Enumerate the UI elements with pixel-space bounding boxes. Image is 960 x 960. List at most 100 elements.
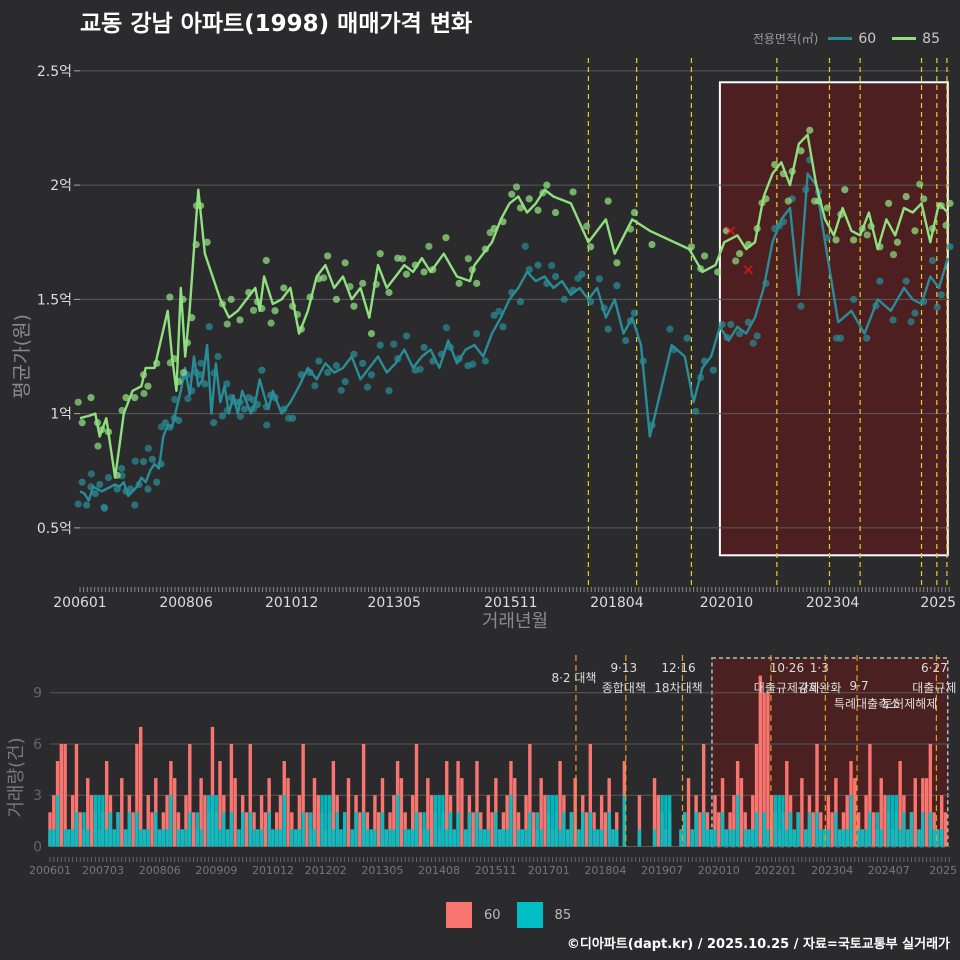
bar-85	[932, 829, 936, 847]
bar-85	[237, 829, 241, 847]
outlier-cross	[743, 265, 753, 275]
bar-85	[834, 812, 838, 847]
scatter-point-85	[784, 197, 792, 205]
policy-annotation: 대출규제	[912, 681, 956, 695]
bar-85	[475, 812, 479, 847]
scatter-point-85	[455, 279, 463, 287]
scatter-point-60	[630, 309, 639, 317]
scatter-point-85	[946, 199, 954, 207]
scatter-point-85	[87, 394, 95, 402]
x-tick-label: 201511	[484, 595, 537, 611]
scatter-point-60	[324, 368, 332, 377]
scatter-point-60	[420, 343, 428, 351]
scatter-point-85	[473, 279, 481, 287]
bar-85	[743, 829, 747, 847]
bar-85	[788, 812, 793, 847]
bar-85	[841, 829, 846, 847]
bar-60	[131, 812, 135, 847]
bar-60	[248, 743, 252, 847]
bar-60	[358, 812, 362, 847]
x-tick-label: 202304	[806, 595, 860, 611]
policy-annotation: 특례대출축소	[834, 697, 900, 711]
scatter-point-85	[911, 227, 919, 235]
bar-85	[762, 812, 766, 847]
scatter-point-85	[166, 293, 174, 301]
scatter-point-85	[648, 240, 656, 249]
bar-85	[335, 812, 339, 847]
scatter-point-85	[324, 252, 332, 260]
bar-60	[380, 778, 385, 847]
bar-60	[834, 778, 838, 847]
scatter-point-60	[692, 407, 700, 415]
bar-85	[599, 829, 604, 847]
y-tick-label: 2.5억	[37, 64, 72, 80]
bar-85	[569, 812, 574, 847]
bar-85	[905, 829, 910, 847]
scatter-point-60	[104, 474, 113, 482]
scatter-point-85	[227, 295, 235, 303]
scatter-point-85	[223, 320, 231, 328]
bar-60	[830, 812, 834, 847]
legend-swatch-60	[828, 37, 853, 40]
scatter-point-85	[551, 208, 560, 217]
bar-60	[486, 795, 490, 847]
bar-85	[732, 829, 736, 847]
bar-85	[683, 812, 687, 847]
bar-60	[259, 795, 264, 847]
scatter-point-85	[916, 180, 924, 188]
bar-85	[407, 829, 411, 847]
bar-85	[815, 812, 819, 847]
bar-85	[652, 829, 657, 847]
bar-85	[596, 829, 600, 847]
scatter-point-60	[144, 485, 152, 493]
bar-x-tick-label: 201408	[418, 864, 460, 877]
scatter-point-60	[118, 464, 126, 473]
bar-85	[206, 795, 211, 847]
scatter-point-60	[481, 357, 490, 365]
bar-x-tick-label: 200703	[82, 864, 124, 877]
scatter-point-60	[469, 360, 477, 368]
scatter-point-85	[806, 126, 814, 134]
scatter-point-85	[810, 197, 819, 205]
bar-x-tick-label: 201804	[584, 864, 626, 877]
bar-85	[116, 812, 120, 847]
scatter-point-85	[350, 302, 358, 310]
bar-85	[229, 812, 234, 847]
bar-60	[263, 812, 268, 847]
bar-85	[157, 829, 162, 847]
bar-85	[890, 795, 895, 847]
bar-60	[460, 778, 464, 847]
bar-60	[244, 812, 249, 847]
bar-60	[418, 812, 422, 847]
scatter-point-60	[201, 380, 209, 388]
bar-x-tick-label: 200909	[195, 864, 237, 877]
bar-85	[437, 795, 441, 847]
bar-85	[505, 829, 509, 847]
bar-60	[203, 795, 207, 847]
bar-85	[293, 829, 298, 847]
bar-85	[837, 829, 842, 847]
bar-85	[509, 795, 513, 847]
bar-85	[902, 812, 906, 847]
scatter-point-85	[320, 274, 328, 282]
bar-x-tick-label: 201701	[528, 864, 570, 877]
scatter-point-60	[157, 423, 166, 431]
bar-60	[868, 743, 872, 847]
bar-60	[924, 778, 929, 847]
legend-label-85: 85	[922, 30, 940, 47]
scatter-point-60	[937, 291, 945, 299]
scatter-point-85	[604, 197, 612, 205]
bar-60	[599, 795, 604, 847]
scatter-point-60	[337, 386, 345, 394]
bar-85	[486, 829, 490, 847]
bar-60	[210, 726, 215, 847]
bar-85	[921, 812, 925, 847]
bar-85	[524, 829, 528, 847]
bar-x-tick-label: 202407	[868, 864, 910, 877]
bar-60	[811, 812, 815, 847]
bar-x-tick-label: 201511	[475, 864, 517, 877]
bar-60	[199, 778, 203, 847]
bar-60	[414, 743, 419, 847]
bar-85	[615, 829, 619, 847]
